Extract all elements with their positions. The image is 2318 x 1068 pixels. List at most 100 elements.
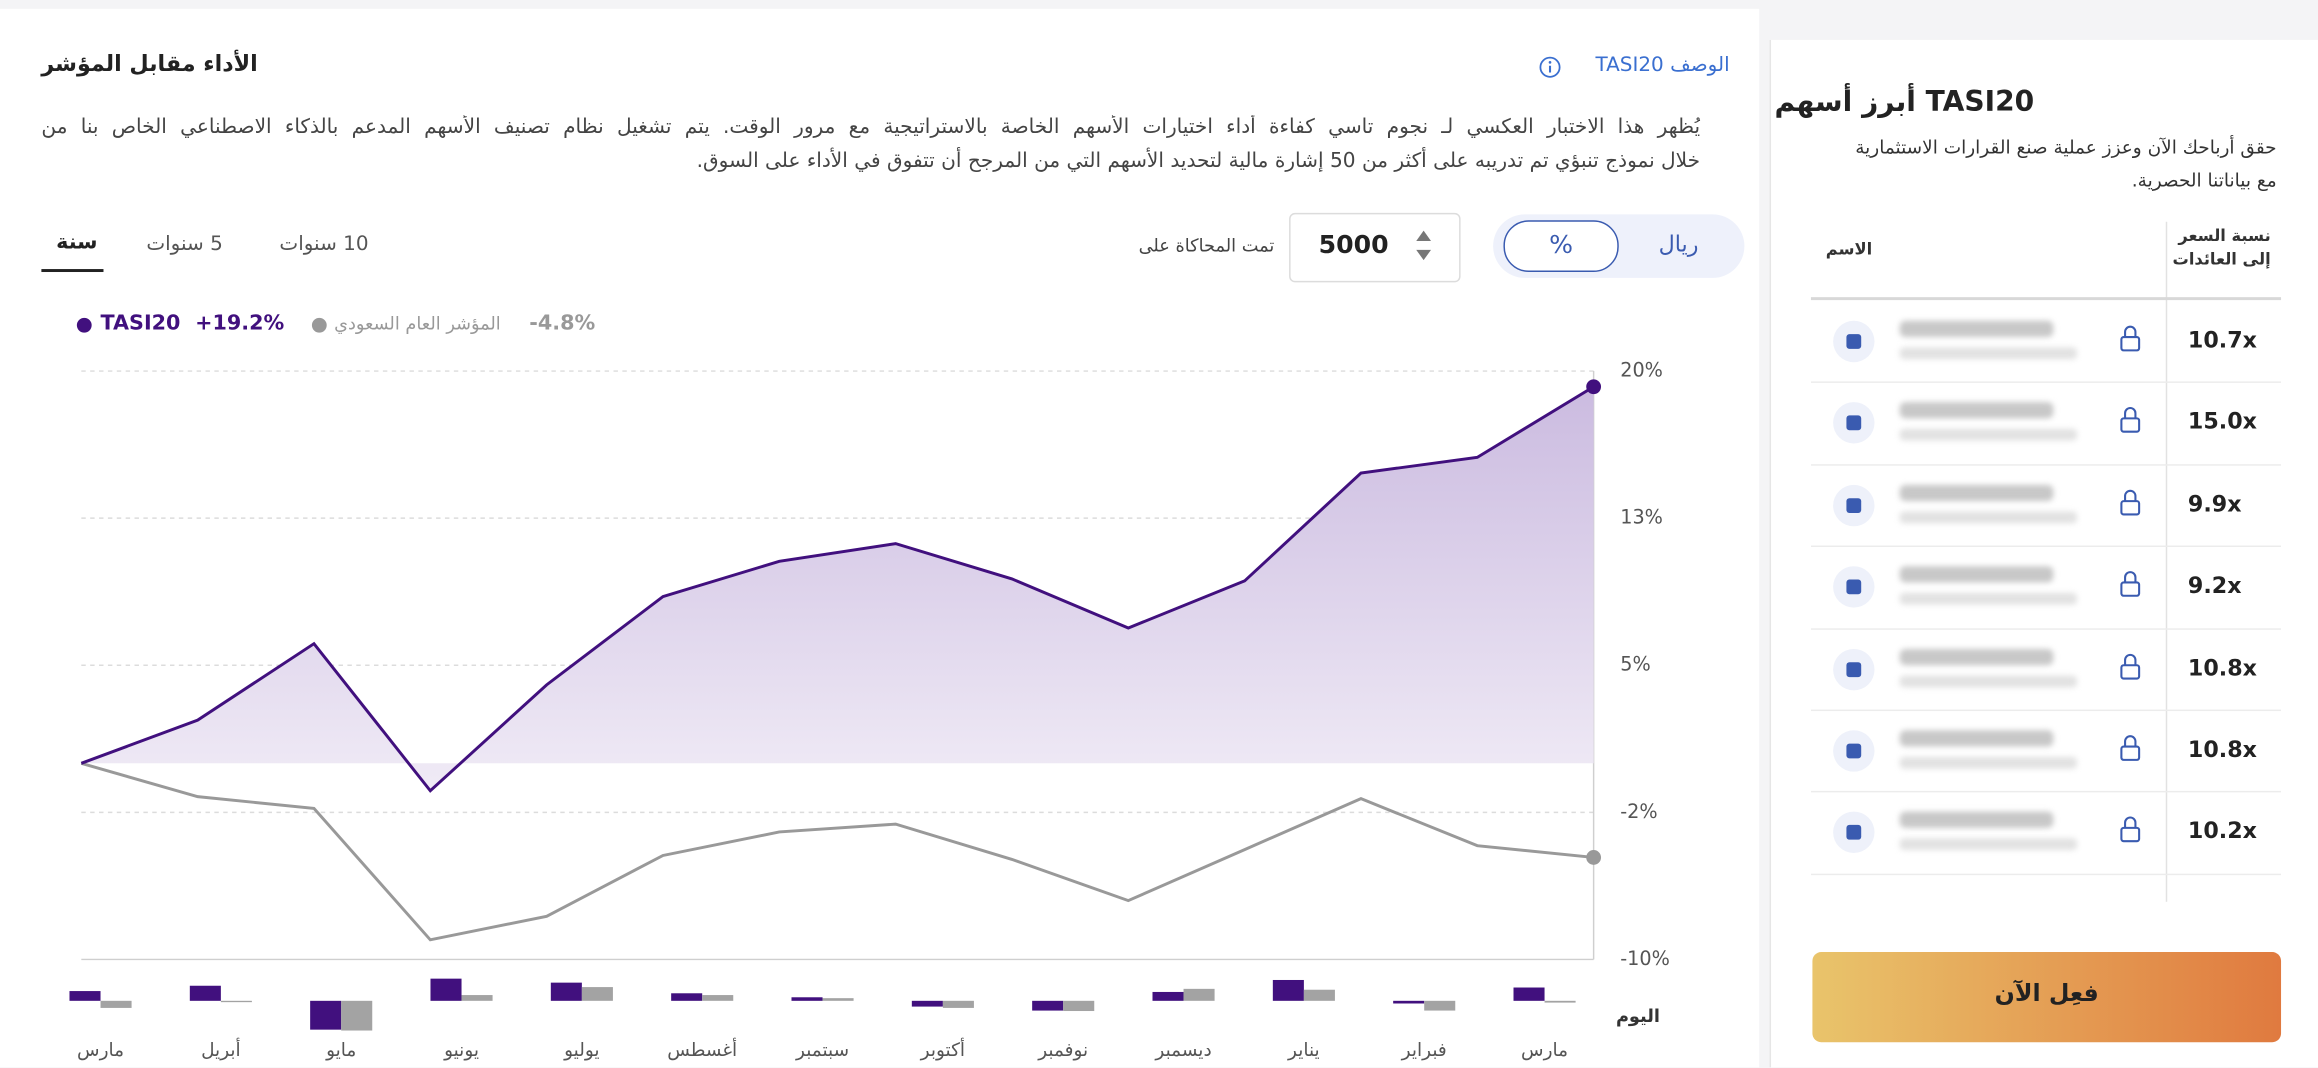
lock-shackle [2124,489,2137,501]
lock-body [2120,581,2141,598]
blurred-detail [1899,593,2078,605]
y-tick-label: -10% [1620,947,1670,970]
spinner[interactable] [1413,226,1434,264]
stock-glyph [1846,334,1862,349]
monthly-bar [69,991,101,1001]
sidebar-card [1769,39,2318,1068]
info-icon [1539,56,1561,78]
y-tick-label: -2% [1620,800,1657,823]
monthly-bar [822,998,854,1001]
blurred-name [1899,648,2054,665]
table-row: 10.8x [1810,710,2282,793]
monthly-bar [911,1000,943,1007]
tab[interactable]: 5 سنوات [146,232,223,256]
unit-active[interactable]: % [1503,220,1619,273]
pe-ratio: 10.2x [2187,818,2257,845]
blurred-detail [1899,838,2078,851]
blurred-detail [1899,511,2078,524]
line [80,385,1595,793]
x-tick-label: مارس [77,1040,124,1061]
legend-dot [76,317,92,333]
description-line: يُظهر هذا الاختبار العكسي لـ نجوم تاسي ك… [41,115,1701,139]
blurred-name [1899,320,2054,338]
cta-button[interactable] [1812,952,2282,1043]
blurred-detail [1899,347,2078,360]
x-tick-label: اليوم [1616,1007,1660,1027]
x-tick-label: سبتمبر [795,1040,849,1061]
unit-option[interactable]: ريال [1658,230,1699,258]
x-tick-label: أكتوبر [920,1038,965,1061]
table-row: 15.0x [1810,382,2282,466]
simulation-label: تمت المحاكاة على [1138,235,1275,256]
monthly-bar [942,1000,974,1008]
header-border [1810,297,2282,301]
stock-glyph [1846,743,1862,759]
area [81,386,1594,791]
sidebar-subtitle: مع بياناتنا الحصرية. [2131,168,2277,191]
lock-body [2120,745,2141,761]
x-tick-label: أغسطس [667,1038,737,1061]
x-tick-label: مارس [1521,1040,1568,1061]
x-tick-label: يناير [1287,1040,1320,1061]
description-link[interactable]: الوصف TASI20 [1595,53,1730,77]
tab-active[interactable]: سنة [56,230,98,255]
monthly-bar [550,982,582,1001]
table-row: 10.2x [1810,791,2282,875]
monthly-bar [1063,1000,1095,1012]
monthly-bar [671,993,703,1001]
monthly-bar [1424,1000,1456,1011]
stock-glyph [1846,497,1862,513]
blurred-name [1899,402,2054,419]
y-tick-label: 5% [1620,653,1650,676]
monthly-bar [1032,1000,1064,1011]
row-icons [1833,812,2141,854]
pe-ratio: 10.7x [2187,326,2257,354]
x-tick-label: نوفمبر [1037,1040,1088,1061]
lock-shackle [2124,325,2137,338]
monthly-bar [702,995,734,1001]
monthly-bar [1272,979,1304,1001]
legend-label: TASI20 [100,311,181,336]
blurred-detail [1899,674,2078,687]
legend-return: -4.8% [529,311,596,336]
legend-label: المؤشر العام السعودي [334,313,501,335]
row-icons [1833,566,2141,608]
end-point [1586,379,1602,395]
blurred-name [1899,484,2054,501]
tab[interactable]: 10 سنوات [279,232,369,256]
blurred-name [1899,566,2054,583]
monthly-bar [1393,1000,1425,1004]
monthly-bar [1183,988,1215,1001]
legend-dot [311,317,327,333]
pe-ratio: 10.8x [2187,736,2257,763]
stock-glyph [1846,579,1862,595]
x-tick-label: مايو [325,1040,356,1061]
row-icons [1833,484,2141,526]
amount-input[interactable] [1289,212,1461,283]
lock-shackle [2124,817,2137,829]
monthly-bar [1152,991,1184,1001]
lock-shackle [2124,653,2137,665]
lock-body [2120,663,2141,679]
monthly-bar [100,1000,132,1008]
legend-return: +19.2% [195,311,285,336]
lock-body [2120,336,2141,352]
row-icons [1833,402,2141,445]
monthly-bar [310,1000,342,1030]
stock-glyph [1846,661,1862,677]
column-header: إلى العائدات [2172,249,2271,270]
monthly-bar [189,985,221,1001]
stock-glyph [1846,415,1862,431]
pe-ratio: 15.0x [2187,408,2257,436]
table-row: 10.8x [1810,628,2282,712]
column-divider [2165,221,2168,902]
end-point [1586,850,1602,865]
monthly-bar [1513,987,1545,1001]
row-icons [1833,730,2141,772]
blurred-name [1899,812,2054,829]
blurred-name [1899,730,2054,747]
y-tick-label: 20% [1620,359,1663,382]
lock-shackle [2124,407,2137,419]
